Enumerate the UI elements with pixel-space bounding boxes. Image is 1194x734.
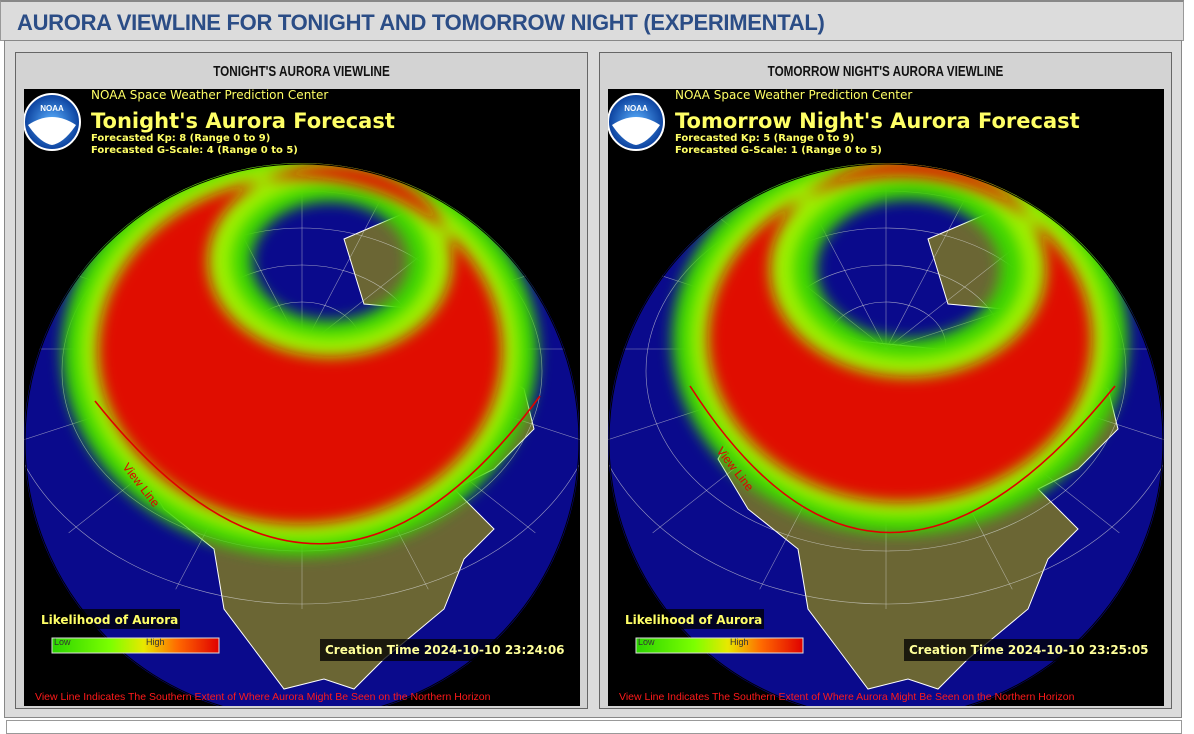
globe-edge <box>608 163 1164 706</box>
creation-time: Creation Time 2024-10-10 23:25:05 <box>909 643 1149 657</box>
logo-text: NOAA <box>624 104 648 113</box>
forecast-image: View Line NOAA NOAA Space Weather Predicti… <box>608 89 1164 706</box>
header: AURORA VIEWLINE FOR TONIGHT AND TOMORROW… <box>0 0 1184 41</box>
panel: TOMORROW NIGHT'S AURORA VIEWLINE View Lin… <box>599 52 1172 709</box>
time-box <box>320 639 560 661</box>
legend-high: High <box>146 637 165 647</box>
legend-title: Likelihood of Aurora <box>41 613 178 627</box>
kp: Forecasted Kp: 8 (Range 0 to 9) <box>91 133 270 144</box>
legend-high: High <box>730 637 749 647</box>
page-title: AURORA VIEWLINE FOR TONIGHT AND TOMORROW… <box>17 10 825 35</box>
creation-time: Creation Time 2024-10-10 23:24:06 <box>325 643 565 657</box>
panel-heading: TOMORROW NIGHT'S AURORA VIEWLINE <box>767 63 1004 80</box>
aurora-high <box>708 163 1092 502</box>
forecast-title: Tomorrow Night's Aurora Forecast <box>675 109 1080 133</box>
panel: TONIGHT'S AURORA VIEWLINE View Line NOAA NO… <box>15 52 588 709</box>
gscale: Forecasted G-Scale: 1 (Range 0 to 5) <box>675 145 882 156</box>
aurora-high <box>98 165 502 524</box>
legend-title: Likelihood of Aurora <box>625 613 762 627</box>
legend-low: Low <box>638 637 655 647</box>
forecast-title: Tonight's Aurora Forecast <box>91 109 395 133</box>
footnote: View Line Indicates The Southern Extent … <box>619 691 1075 703</box>
globe-edge <box>24 163 580 706</box>
legend-low: Low <box>54 637 71 647</box>
logo-bird <box>28 117 76 145</box>
globe <box>24 163 580 690</box>
time-box <box>904 639 1144 661</box>
view-line <box>94 395 541 545</box>
content: TONIGHT'S AURORA VIEWLINE View Line NOAA NO… <box>4 40 1182 718</box>
logo-text: NOAA <box>40 104 64 113</box>
legend-box <box>620 609 764 629</box>
gscale: Forecasted G-Scale: 4 (Range 0 to 5) <box>91 145 298 156</box>
org: NOAA Space Weather Prediction Center <box>675 89 912 102</box>
forecast-image: View Line NOAA NOAA Space Weather Predicti… <box>24 89 580 706</box>
kp: Forecasted Kp: 5 (Range 0 to 9) <box>675 133 854 144</box>
footnote: View Line Indicates The Southern Extent … <box>35 691 491 703</box>
legend-box <box>36 609 180 629</box>
view-line <box>689 385 1116 534</box>
globe <box>608 163 1164 690</box>
legend-bar <box>635 637 804 654</box>
panel-heading: TONIGHT'S AURORA VIEWLINE <box>213 63 390 80</box>
legend-bar <box>51 637 220 654</box>
logo-bird <box>612 117 660 145</box>
next-section <box>6 720 1182 734</box>
org: NOAA Space Weather Prediction Center <box>91 89 328 102</box>
